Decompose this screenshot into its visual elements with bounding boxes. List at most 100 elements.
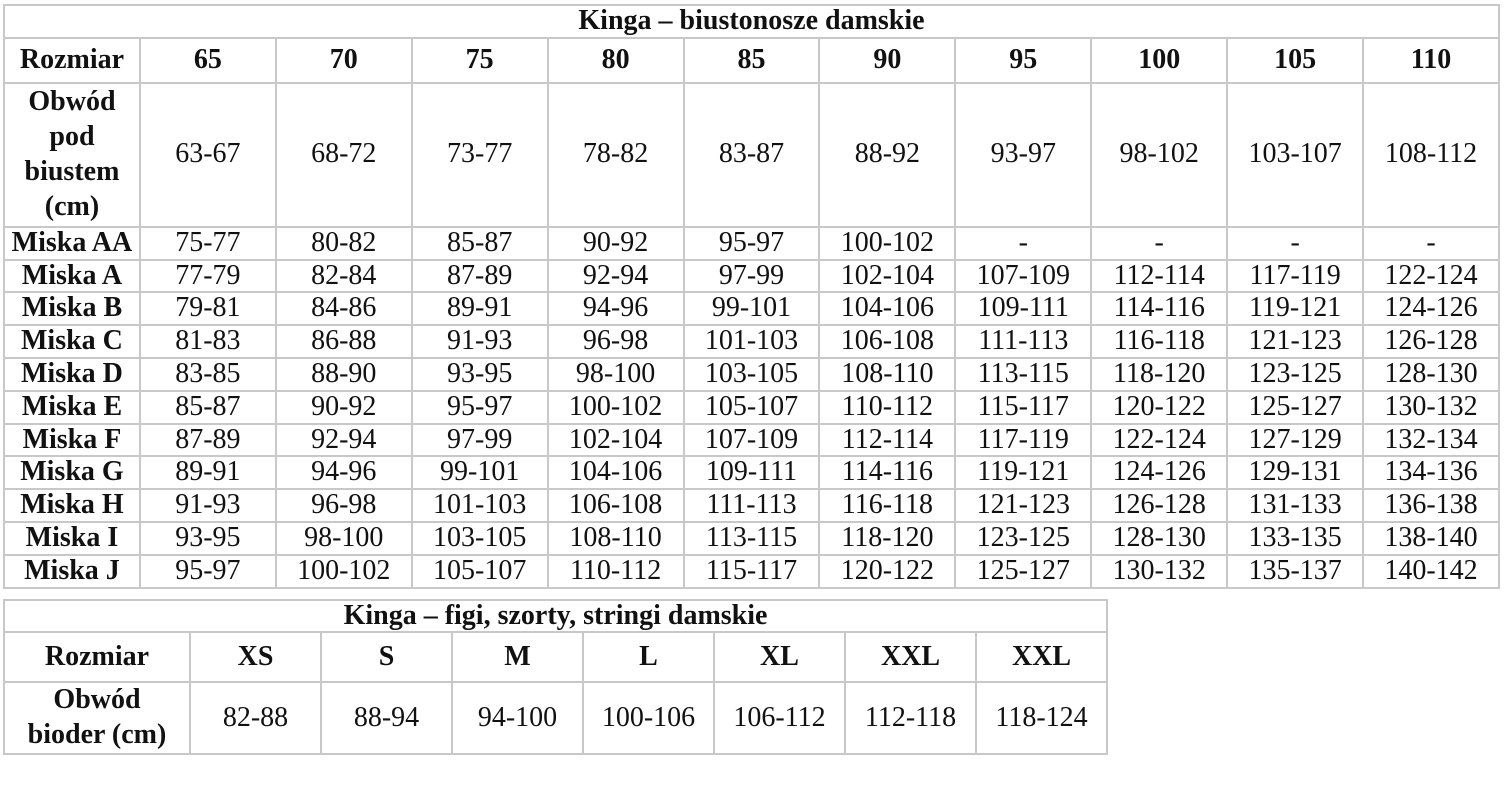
cup-size-value: 92-94 [274,422,413,458]
cup-row: Miska H 91-93 96-98 101-103 106-108 111-113 11… [3,488,1500,523]
cup-size-value: - [954,225,1093,261]
cup-size-value: 81-83 [138,324,277,359]
cup-size-value: 87-89 [138,422,277,458]
cup-size-value: 133-135 [1226,520,1365,556]
cup-size-value: 110-112 [818,389,957,425]
cup-size-value: 129-131 [1226,455,1365,491]
underbust-value: 93-97 [954,81,1093,228]
cup-row: Miska G 89-91 94-96 99-101 104-106 109-111 114… [3,455,1500,491]
cup-size-value: 95-97 [410,389,549,425]
cup-size-value: 114-116 [1090,291,1229,327]
cup-size-value: 75-77 [138,225,277,261]
panties-size-header: XL [713,631,846,684]
cup-size-value: 113-115 [682,520,821,556]
cup-row: Miska B 79-81 84-86 89-91 94-96 99-101 104-106… [3,291,1500,327]
cup-size-value: 119-121 [954,455,1093,491]
cup-size-value: 118-120 [818,520,957,556]
cup-size-value: 123-125 [954,520,1093,556]
cup-size-value: 98-100 [274,520,413,556]
cup-size-value: 122-124 [1362,258,1500,294]
cup-size-value: 125-127 [1226,389,1365,425]
bra-size-header-row: Rozmiar 65 70 75 80 85 90 95 100 105 110 [3,36,1500,84]
cup-size-value: 82-84 [274,258,413,294]
cup-size-value: 128-130 [1090,520,1229,556]
bra-size-header: 65 [138,36,277,84]
cup-size-value: 95-97 [138,553,277,589]
cup-size-value: 77-79 [138,258,277,294]
cup-size-value: 115-117 [682,553,821,589]
cup-row-label: Miska E [3,389,141,425]
bra-size-header: 75 [410,36,549,84]
cup-size-value: 126-128 [1090,488,1229,523]
underbust-value: 68-72 [274,81,413,228]
bra-size-header: 100 [1090,36,1229,84]
cup-size-value: 128-130 [1362,356,1500,392]
cup-row-label: Miska H [3,488,141,523]
hips-value: 88-94 [320,681,453,755]
cup-size-value: 85-87 [138,389,277,425]
bra-size-table: Kinga – biustonosze damskie Rozmiar 65 70… [3,4,1500,589]
panties-size-header: XS [189,631,322,684]
cup-row: Miska AA 75-77 80-82 85-87 90-92 95-97 100-102… [3,225,1500,261]
cup-size-value: 120-122 [818,553,957,589]
cup-size-value: 122-124 [1090,422,1229,458]
cup-size-value: 118-120 [1090,356,1229,392]
cup-size-value: 111-113 [954,324,1093,359]
cup-size-value: 101-103 [682,324,821,359]
cup-row: Miska C 81-83 86-88 91-93 96-98 101-103 106-10… [3,324,1500,359]
bra-size-row-header: Rozmiar [3,36,141,84]
cup-size-value: 89-91 [138,455,277,491]
cup-size-value: 87-89 [410,258,549,294]
cup-size-value: 107-109 [954,258,1093,294]
cup-size-value: 92-94 [546,258,685,294]
cup-size-value: 103-105 [410,520,549,556]
cup-size-value: 115-117 [954,389,1093,425]
cup-size-value: 109-111 [682,455,821,491]
cup-size-value: 113-115 [954,356,1093,392]
cup-size-value: - [1090,225,1229,261]
cup-size-value: 90-92 [274,389,413,425]
bra-size-header: 110 [1362,36,1500,84]
cup-size-value: 107-109 [682,422,821,458]
cup-size-value: 97-99 [410,422,549,458]
cup-size-value: 94-96 [274,455,413,491]
cup-size-value: 97-99 [682,258,821,294]
cup-size-value: 79-81 [138,291,277,327]
cup-size-value: 86-88 [274,324,413,359]
cup-size-value: 91-93 [138,488,277,523]
cup-size-value: 114-116 [818,455,957,491]
cup-size-value: 99-101 [682,291,821,327]
cup-size-value: 105-107 [410,553,549,589]
cup-size-value: 112-114 [1090,258,1229,294]
panties-hips-label: Obwód bioder (cm) [3,681,191,755]
underbust-value: 103-107 [1226,81,1365,228]
cup-size-value: 124-126 [1090,455,1229,491]
cup-size-value: 105-107 [682,389,821,425]
underbust-value: 88-92 [818,81,957,228]
bra-underbust-label: Obwód pod biustem (cm) [3,81,141,228]
panties-size-header: M [451,631,584,684]
cup-size-value: 96-98 [546,324,685,359]
size-charts-page: Kinga – biustonosze damskie Rozmiar 65 70… [2,4,1500,755]
cup-size-value: 103-105 [682,356,821,392]
hips-value: 82-88 [189,681,322,755]
cup-row: Miska I 93-95 98-100 103-105 108-110 113-115 1… [3,520,1500,556]
underbust-value: 73-77 [410,81,549,228]
cup-size-value: 101-103 [410,488,549,523]
hips-value: 118-124 [974,681,1109,755]
cup-size-value: 112-114 [818,422,957,458]
cup-size-value: 132-134 [1362,422,1500,458]
cup-size-value: - [1226,225,1365,261]
cup-row: Miska J 95-97 100-102 105-107 110-112 115-117… [3,553,1500,589]
cup-size-value: 94-96 [546,291,685,327]
cup-size-value: 96-98 [274,488,413,523]
cup-size-value: 140-142 [1362,553,1500,589]
cup-row-label: Miska F [3,422,141,458]
hips-value: 94-100 [451,681,584,755]
panties-hips-row: Obwód bioder (cm) 82-88 88-94 94-100 100-10… [3,681,1109,755]
cup-size-value: 100-102 [546,389,685,425]
bra-size-header: 105 [1226,36,1365,84]
cup-row-label: Miska J [3,553,141,589]
panties-size-table: Kinga – figi, szorty, stringi damskie Ro… [2,598,1109,755]
cup-size-value: 131-133 [1226,488,1365,523]
